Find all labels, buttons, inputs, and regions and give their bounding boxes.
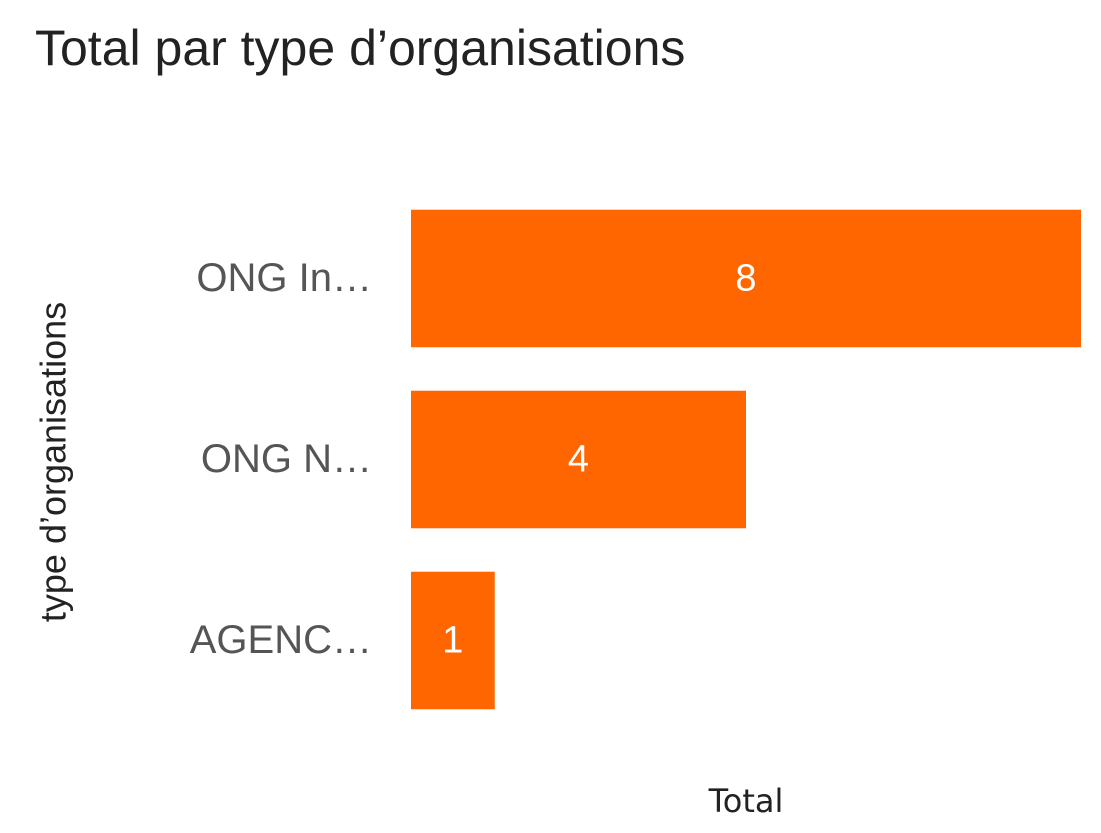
data-label: 4: [568, 439, 589, 481]
chart-title: Total par type d’organisations: [35, 20, 685, 76]
y-tick-label: ONG N…: [201, 437, 372, 481]
y-tick-label: AGENC…: [190, 618, 372, 662]
data-label: 1: [442, 620, 463, 662]
y-tick-label: ONG In…: [196, 256, 372, 300]
bar: [411, 209, 1081, 348]
bar: [411, 390, 746, 529]
x-axis-label: Total: [708, 782, 784, 820]
bar: [411, 571, 495, 710]
data-label: 8: [735, 258, 756, 300]
y-axis-label: type d’organisations: [33, 302, 74, 622]
